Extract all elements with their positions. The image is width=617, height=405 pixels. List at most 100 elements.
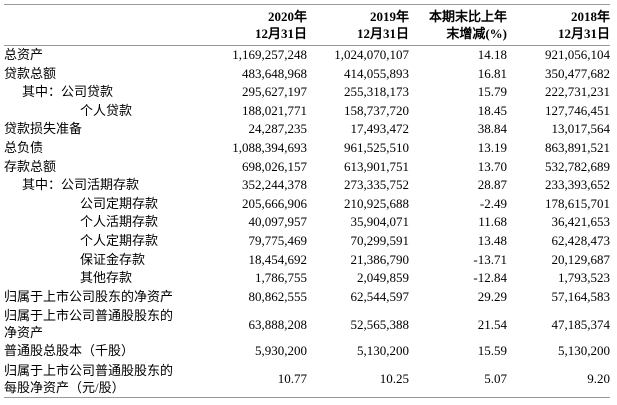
text-line: 保证金存款 xyxy=(80,251,146,267)
text-line: 个人活期存款 xyxy=(80,214,159,230)
cell-value: 18.45 xyxy=(477,102,507,118)
cell-value: 10.77 xyxy=(277,371,307,387)
text-line: 贷款总额 xyxy=(4,65,57,81)
row-label: 个人贷款 xyxy=(4,102,200,121)
cell-value: 5,130,200 xyxy=(357,343,409,359)
cell-value: 613,901,751 xyxy=(344,158,409,174)
cell-value: 233,393,652 xyxy=(545,177,610,193)
cell-value: 20,129,687 xyxy=(551,251,611,267)
text-line: 末增减(%) xyxy=(446,26,507,41)
text-line: 归属于上市公司普通股股东的 xyxy=(4,362,174,378)
text-line: 总资产 xyxy=(4,47,44,62)
cell-value: 70,299,591 xyxy=(350,232,410,248)
cell-value: 18,454,692 xyxy=(248,251,308,267)
text-line: 其中：公司活期存款 xyxy=(22,177,140,193)
table-row: 贷款损失准备 24,287,235 17,493,472 38.84 13,017,56… xyxy=(4,120,610,139)
cell-value: 79,775,469 xyxy=(248,232,308,248)
cell-value: 863,891,521 xyxy=(545,139,610,155)
table-row: 归属于上市公司普通股股东的 净资产 63,888,208 52,565,388 21.5… xyxy=(4,306,610,342)
cell-value: 29.29 xyxy=(477,288,507,304)
cell-value: 127,746,451 xyxy=(545,102,610,118)
text-line: 公司定期存款 xyxy=(80,195,159,211)
row-label: 其中：公司活期存款 xyxy=(4,176,200,195)
text-line: 其他存款 xyxy=(80,270,133,286)
cell-value: 38.84 xyxy=(477,121,507,137)
row-label: 普通股总股本（千股） xyxy=(4,342,200,361)
cell-value: 10.25 xyxy=(379,371,409,387)
row-label: 存款总额 xyxy=(4,158,200,177)
column-header: 本期末比上年末增减(%) xyxy=(409,5,507,46)
table-row: 保证金存款 18,454,692 21,386,790 -13.71 20,129,68… xyxy=(4,251,610,270)
cell-value: 5,130,200 xyxy=(558,343,610,359)
cell-value: 57,164,583 xyxy=(551,288,611,304)
text-line: 2019年 xyxy=(369,9,409,24)
cell-value: 63,888,208 xyxy=(248,316,308,332)
table-row: 其他存款 1,786,755 2,049,859 -12.84 1,793,523 xyxy=(4,269,610,288)
cell-value: 13.19 xyxy=(477,139,507,155)
text-line: 个人贷款 xyxy=(80,102,133,118)
cell-value: 9.20 xyxy=(587,371,610,387)
row-label: 保证金存款 xyxy=(4,251,200,270)
cell-value: 414,055,893 xyxy=(344,65,409,81)
text-line: 存款总额 xyxy=(4,158,57,174)
table-row: 个人定期存款 79,775,469 70,299,591 13.48 62,428,47… xyxy=(4,232,610,251)
text-line: 12月31日 xyxy=(254,26,307,41)
cell-value: 11.68 xyxy=(478,214,507,230)
row-label: 其他存款 xyxy=(4,269,200,288)
cell-value: 52,565,388 xyxy=(350,316,410,332)
table-row: 个人活期存款 40,097,957 35,904,071 11.68 36,421,65… xyxy=(4,213,610,232)
cell-value: 188,021,771 xyxy=(242,102,307,118)
text-line: 2018年 xyxy=(570,9,610,24)
cell-value: 16.81 xyxy=(477,65,507,81)
text-line: 本期末比上年 xyxy=(428,9,507,24)
cell-value: 222,731,231 xyxy=(545,84,610,100)
table-row: 贷款总额 483,648,968 414,055,893 16.81 350,477,6… xyxy=(4,65,610,84)
text-line: 普通股总股本（千股） xyxy=(4,343,135,359)
cell-value: 35,904,071 xyxy=(350,214,410,230)
table-row: 归属于上市公司普通股股东的 每股净资产（元/股） 10.77 10.25 5.07 9.2… xyxy=(4,361,610,398)
cell-value: 698,026,157 xyxy=(242,158,307,174)
table-row: 存款总额 698,026,157 613,901,751 13.70 532,782,6… xyxy=(4,158,610,177)
cell-value: 1,786,755 xyxy=(255,270,307,286)
cell-value: 5,930,200 xyxy=(255,343,307,359)
cell-value: 13,017,564 xyxy=(551,121,611,137)
cell-value: 13.70 xyxy=(477,158,507,174)
cell-value: 158,737,720 xyxy=(344,102,409,118)
text-line: 总负债 xyxy=(4,139,44,155)
cell-value: 24,287,235 xyxy=(248,121,308,137)
cell-value: 210,925,688 xyxy=(344,195,409,211)
text-line: 归属于上市公司股东的净资产 xyxy=(4,288,174,304)
cell-value: 47,185,374 xyxy=(551,316,611,332)
row-label: 归属于上市公司普通股股东的 净资产 xyxy=(4,306,200,342)
table-row: 个人贷款 188,021,771 158,737,720 18.45 127,746,4… xyxy=(4,102,610,121)
cell-value: 483,648,968 xyxy=(242,65,307,81)
text-line: 其中：公司贷款 xyxy=(22,84,114,100)
text-line: 个人定期存款 xyxy=(80,232,159,248)
cell-value: 1,169,257,248 xyxy=(232,47,307,62)
cell-value: 17,493,472 xyxy=(350,121,410,137)
text-line: 归属于上市公司普通股股东的 xyxy=(4,308,174,324)
table-row: 归属于上市公司股东的净资产 80,862,555 62,544,597 29.29 57… xyxy=(4,288,610,307)
table-body: 总资产 1,169,257,248 1,024,070,107 14.18 921,05… xyxy=(4,46,610,398)
cell-value: 1,024,070,107 xyxy=(334,47,409,62)
row-label: 总资产 xyxy=(4,46,200,65)
text-line: 贷款损失准备 xyxy=(4,121,83,137)
table-row: 总负债 1,088,394,693 961,525,510 13.19 863,891,… xyxy=(4,139,610,158)
cell-value: 352,244,378 xyxy=(242,177,307,193)
header-blank xyxy=(4,5,200,46)
row-label: 公司定期存款 xyxy=(4,195,200,214)
table-row: 其中：公司贷款 295,627,197 255,318,173 15.79 222,73… xyxy=(4,83,610,102)
table-row: 总资产 1,169,257,248 1,024,070,107 14.18 921,05… xyxy=(4,46,610,65)
cell-value: 28.87 xyxy=(477,177,507,193)
cell-value: 80,862,555 xyxy=(248,288,308,304)
financial-table: 2020年 12月31日 2019年 12月31日 本期末比上年末增减(%) 2018年 1… xyxy=(4,4,610,398)
cell-value: 40,097,957 xyxy=(248,214,308,230)
column-header: 2020年 12月31日 xyxy=(200,5,307,46)
cell-value: 178,615,701 xyxy=(545,195,610,211)
cell-value: 532,782,689 xyxy=(545,158,610,174)
table-row: 其中：公司活期存款 352,244,378 273,335,752 28.87 233,… xyxy=(4,176,610,195)
cell-value: 1,088,394,693 xyxy=(232,139,307,155)
row-label: 其中：公司贷款 xyxy=(4,83,200,102)
cell-value: 961,525,510 xyxy=(344,139,409,155)
